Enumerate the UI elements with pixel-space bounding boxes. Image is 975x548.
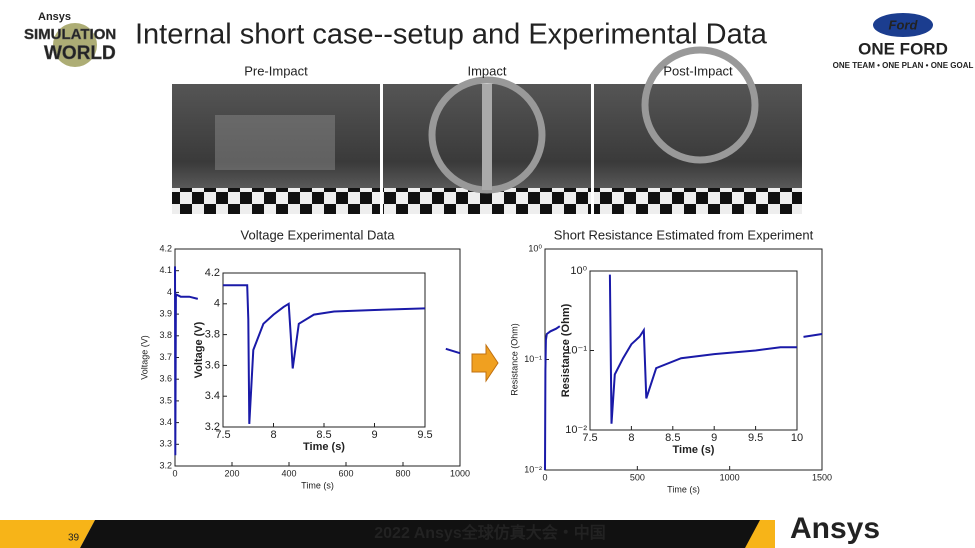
logo-left: Ansys SIMULATION WORLD bbox=[24, 11, 116, 67]
x-tick-label: 800 bbox=[395, 468, 410, 478]
y-tick-label: 10⁰ bbox=[570, 265, 587, 277]
brand-bg bbox=[775, 508, 975, 548]
footer-brand: Ansys bbox=[790, 512, 880, 545]
photos: Pre-Impact Impact Post-Impact bbox=[172, 46, 802, 214]
x-axis-label: Time (s) bbox=[673, 444, 715, 456]
x-tick-label: 1000 bbox=[720, 472, 740, 482]
x-tick-label: 9.5 bbox=[417, 429, 432, 441]
ford-name: ONE FORD bbox=[858, 39, 948, 58]
x-tick-label: 9 bbox=[711, 432, 717, 444]
y-tick-label: 3.4 bbox=[159, 417, 172, 427]
data-line bbox=[174, 266, 461, 456]
y-tick-label: 10⁻² bbox=[524, 464, 542, 474]
inset-frame bbox=[222, 272, 426, 428]
y-tick-label: 4.2 bbox=[159, 243, 172, 253]
y-tick-label: 3.5 bbox=[159, 395, 172, 405]
x-tick-label: 500 bbox=[630, 472, 645, 482]
x-tick-label: 8.5 bbox=[665, 432, 680, 444]
y-tick-label: 3.3 bbox=[159, 439, 172, 449]
footer: 39 2022 Ansys全球仿真大会・中国 Ansys bbox=[0, 508, 975, 548]
y-tick-label: 3.6 bbox=[159, 374, 172, 384]
x-axis-label: Time (s) bbox=[667, 484, 700, 494]
photo-label: Post-Impact bbox=[663, 63, 733, 78]
photo-ring bbox=[641, 46, 759, 164]
photo-checker bbox=[594, 188, 802, 214]
y-tick-label: 4.1 bbox=[159, 265, 172, 275]
y-tick-label: 3.6 bbox=[205, 359, 220, 371]
x-tick-label: 7.5 bbox=[215, 429, 230, 441]
x-tick-label: 200 bbox=[224, 468, 239, 478]
photo-label: Pre-Impact bbox=[244, 63, 308, 78]
data-line bbox=[223, 284, 426, 424]
chart-title: Voltage Experimental Data bbox=[241, 227, 396, 242]
y-tick-label: 3.8 bbox=[205, 329, 220, 341]
y-axis-label: Resistance (Ohm) bbox=[560, 303, 572, 397]
photo-label: Impact bbox=[467, 63, 506, 78]
y-tick-label: 10⁰ bbox=[528, 243, 542, 253]
footer-stripe bbox=[0, 520, 95, 548]
x-tick-label: 9 bbox=[371, 429, 377, 441]
x-tick-label: 9.5 bbox=[748, 432, 763, 444]
x-tick-label: 8 bbox=[270, 429, 276, 441]
photo-plate bbox=[215, 115, 335, 170]
charts: 0 200 400 600 800 1000 3.2 3.3 3.4 3.5 3.6 3.7 3.8 3.… bbox=[139, 227, 832, 494]
x-tick-label: 8 bbox=[628, 432, 634, 444]
y-tick-label: 3.4 bbox=[205, 390, 220, 402]
ford-brand: Ford bbox=[889, 17, 919, 32]
ford-tagline: ONE TEAM • ONE PLAN • ONE GOAL bbox=[833, 61, 974, 70]
y-axis-label: Voltage (V) bbox=[193, 321, 205, 378]
y-tick-label: 3.9 bbox=[159, 308, 172, 318]
x-tick-label: 600 bbox=[338, 468, 353, 478]
x-axis-label: Time (s) bbox=[301, 480, 334, 490]
y-tick-label: 10⁻¹ bbox=[565, 344, 587, 356]
data-line bbox=[544, 325, 823, 471]
y-axis-label: Voltage (V) bbox=[139, 335, 149, 380]
event-name: 2022 Ansys全球仿真大会・中国 bbox=[374, 523, 605, 542]
logo-right: Ford ONE FORD ONE TEAM • ONE PLAN • ONE … bbox=[833, 13, 974, 70]
logo-brand: Ansys bbox=[38, 11, 71, 23]
x-tick-label: 8.5 bbox=[316, 429, 331, 441]
y-tick-label: 4 bbox=[167, 287, 172, 297]
x-tick-label: 1500 bbox=[812, 472, 832, 482]
y-tick-label: 3.2 bbox=[205, 421, 220, 433]
x-tick-label: 1000 bbox=[450, 468, 470, 478]
photo-checker bbox=[172, 188, 380, 214]
photo-rod bbox=[482, 84, 492, 190]
y-tick-label: 10⁻² bbox=[565, 424, 587, 436]
y-tick-label: 4 bbox=[214, 298, 220, 310]
x-tick-label: 7.5 bbox=[582, 432, 597, 444]
x-tick-label: 0 bbox=[172, 468, 177, 478]
x-tick-label: 10 bbox=[791, 432, 803, 444]
logo-line1: SIMULATION bbox=[24, 26, 116, 43]
x-axis-label: Time (s) bbox=[303, 441, 345, 453]
logo-line2: WORLD bbox=[44, 43, 116, 64]
slide-title: Internal short case--setup and Experimen… bbox=[135, 19, 768, 51]
y-tick-label: 3.2 bbox=[159, 460, 172, 470]
y-tick-label: 3.7 bbox=[159, 352, 172, 362]
data-line bbox=[608, 274, 797, 424]
arrow bbox=[471, 343, 499, 383]
y-tick-label: 4.2 bbox=[205, 267, 220, 279]
y-tick-label: 10⁻¹ bbox=[524, 354, 542, 364]
y-tick-label: 3.8 bbox=[159, 330, 172, 340]
x-tick-label: 0 bbox=[542, 472, 547, 482]
page-number: 39 bbox=[68, 533, 80, 544]
x-tick-label: 400 bbox=[281, 468, 296, 478]
inset-frame bbox=[589, 270, 798, 431]
chart-title: Short Resistance Estimated from Experime… bbox=[554, 227, 814, 242]
y-axis-label: Resistance (Ohm) bbox=[509, 323, 519, 396]
